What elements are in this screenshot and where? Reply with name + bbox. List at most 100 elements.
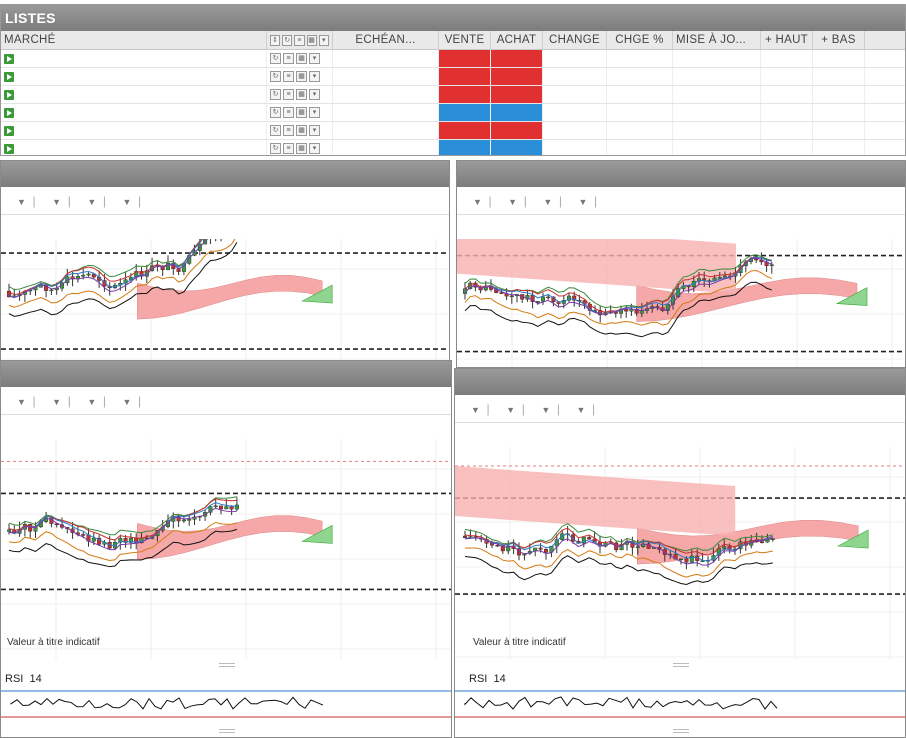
dropdown-icon[interactable]: ▾ (309, 53, 320, 64)
dropdown-icon[interactable]: ▾ (309, 89, 320, 100)
ichimoku-cloud-red (455, 466, 736, 537)
market-row[interactable]: ↻ ≡ ▦ ▾ (1, 140, 905, 155)
sheet-icon[interactable]: ≡ (283, 107, 294, 118)
col-vente[interactable]: VENTE (439, 31, 491, 49)
market-row[interactable]: ↻ ≡ ▦ ▾ (1, 104, 905, 122)
refresh-icon[interactable]: ↻ (270, 53, 281, 64)
buy-price[interactable] (491, 122, 543, 139)
sheet-icon[interactable]: ≡ (283, 89, 294, 100)
play-icon[interactable] (4, 71, 14, 82)
sell-price[interactable] (439, 50, 491, 67)
buy-price[interactable] (491, 68, 543, 85)
refresh-icon[interactable]: ↻ (282, 34, 293, 46)
col-change[interactable]: CHANGE (543, 31, 607, 49)
chevron-down-icon[interactable]: ▼ (52, 197, 62, 207)
col-marche[interactable]: MARCHÉ (1, 31, 267, 49)
play-icon[interactable] (4, 89, 14, 100)
refresh-icon[interactable]: ↻ (270, 125, 281, 136)
col-achat[interactable]: ACHAT (491, 31, 543, 49)
chart-icon[interactable]: ▦ (306, 34, 317, 46)
market-row[interactable]: ↻ ≡ ▦ ▾ (1, 50, 905, 68)
col-mise-a-jour[interactable]: MISE À JO... (673, 31, 761, 49)
pane-splitter[interactable] (219, 663, 235, 667)
chart-icon[interactable]: ▦ (296, 53, 307, 64)
market-row[interactable]: ↻ ≡ ▦ ▾ (1, 122, 905, 140)
col-haut[interactable]: + HAUT (761, 31, 813, 49)
price-chart[interactable] (1, 439, 452, 659)
chevron-down-icon[interactable]: ▼ (87, 197, 97, 207)
chart-icon[interactable]: ▦ (296, 89, 307, 100)
market-row[interactable]: ↻ ≡ ▦ ▾ (1, 86, 905, 104)
high (761, 68, 813, 85)
chevron-down-icon[interactable]: ▼ (543, 197, 553, 207)
refresh-icon[interactable]: ↻ (270, 143, 281, 154)
play-icon[interactable] (4, 143, 14, 154)
chevron-down-icon[interactable]: ▼ (576, 405, 587, 415)
chevron-down-icon[interactable]: ▼ (17, 197, 27, 207)
col-bas[interactable]: + BAS (813, 31, 865, 49)
play-icon[interactable] (4, 53, 14, 64)
sell-price[interactable] (439, 122, 491, 139)
rsi-chart[interactable] (1, 683, 452, 738)
sell-price[interactable] (439, 104, 491, 121)
sheet-icon[interactable]: ≡ (283, 71, 294, 82)
market-row[interactable]: ↻ ≡ ▦ ▾ (1, 68, 905, 86)
refresh-icon[interactable]: ↻ (270, 107, 281, 118)
play-icon[interactable] (4, 125, 14, 136)
sell-price[interactable] (439, 86, 491, 103)
market-name[interactable] (1, 140, 267, 155)
sheet-icon[interactable]: ≡ (294, 34, 305, 46)
market-name[interactable] (1, 122, 267, 139)
chevron-down-icon[interactable]: ▼ (122, 397, 133, 407)
dropdown-icon[interactable]: ▾ (309, 107, 320, 118)
chart-icon[interactable]: ▦ (296, 143, 307, 154)
col-chge-pct[interactable]: CHGE % (607, 31, 673, 49)
dropdown-icon[interactable]: ▾ (309, 143, 320, 154)
chevron-down-icon[interactable]: ▼ (52, 397, 62, 407)
market-name[interactable] (1, 86, 267, 103)
dropdown-icon[interactable]: ▾ (318, 34, 330, 46)
chevron-down-icon[interactable]: ▼ (122, 197, 133, 207)
chevron-down-icon[interactable]: ▼ (508, 197, 518, 207)
chevron-down-icon[interactable]: ▼ (578, 197, 589, 207)
indicator-line (464, 281, 772, 338)
refresh-icon[interactable]: ↻ (270, 89, 281, 100)
sheet-icon[interactable]: ≡ (283, 125, 294, 136)
price-chart[interactable] (455, 447, 906, 659)
candle (187, 519, 192, 521)
market-name[interactable] (1, 50, 267, 67)
pane-splitter[interactable] (673, 663, 689, 667)
chevron-down-icon[interactable]: ▼ (541, 405, 551, 415)
chart-icon[interactable]: ▦ (296, 107, 307, 118)
sheet-icon[interactable]: ≡ (283, 143, 294, 154)
play-icon[interactable] (4, 107, 14, 118)
buy-price[interactable] (491, 50, 543, 67)
sort-icon[interactable]: ⇕ (270, 34, 281, 46)
rsi-label[interactable]: RSI 14 (469, 673, 506, 685)
chevron-down-icon[interactable]: ▼ (17, 397, 27, 407)
chevron-down-icon[interactable]: ▼ (506, 405, 516, 415)
pane-splitter[interactable] (219, 729, 235, 733)
rsi-label[interactable]: RSI 14 (5, 673, 42, 685)
chevron-down-icon[interactable]: ▼ (473, 197, 483, 207)
dropdown-icon[interactable]: ▾ (309, 125, 320, 136)
price-chart[interactable] (1, 239, 450, 362)
market-name[interactable] (1, 104, 267, 121)
price-chart[interactable] (457, 239, 906, 368)
buy-price[interactable] (491, 104, 543, 121)
buy-price[interactable] (491, 140, 543, 155)
rsi-chart[interactable] (455, 683, 906, 738)
sell-price[interactable] (439, 68, 491, 85)
sheet-icon[interactable]: ≡ (283, 53, 294, 64)
refresh-icon[interactable]: ↻ (270, 71, 281, 82)
buy-price[interactable] (491, 86, 543, 103)
chevron-down-icon[interactable]: ▼ (471, 405, 481, 415)
market-name[interactable] (1, 68, 267, 85)
sell-price[interactable] (439, 140, 491, 155)
chevron-down-icon[interactable]: ▼ (87, 397, 97, 407)
chart-icon[interactable]: ▦ (296, 125, 307, 136)
col-echeance[interactable]: ECHÉAN... (333, 31, 439, 49)
chart-icon[interactable]: ▦ (296, 71, 307, 82)
dropdown-icon[interactable]: ▾ (309, 71, 320, 82)
pane-splitter[interactable] (673, 729, 689, 733)
